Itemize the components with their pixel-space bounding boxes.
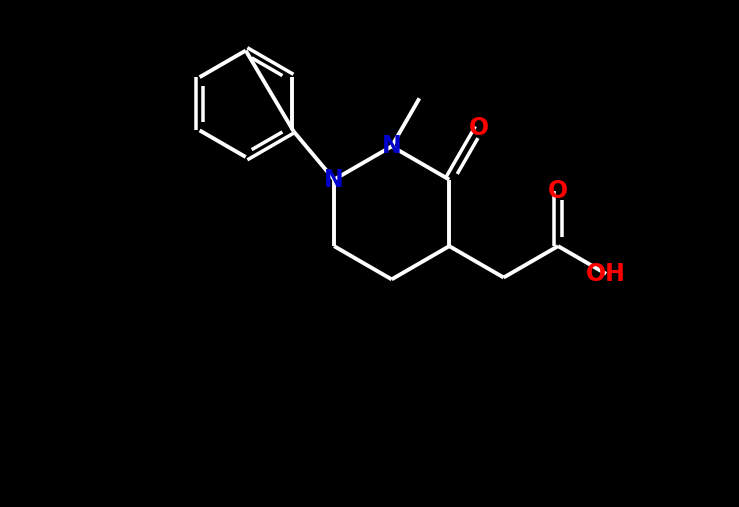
Text: N: N bbox=[382, 134, 401, 158]
Text: OH: OH bbox=[586, 262, 626, 286]
Text: O: O bbox=[469, 117, 489, 140]
Text: N: N bbox=[324, 168, 344, 192]
Text: O: O bbox=[548, 178, 568, 203]
